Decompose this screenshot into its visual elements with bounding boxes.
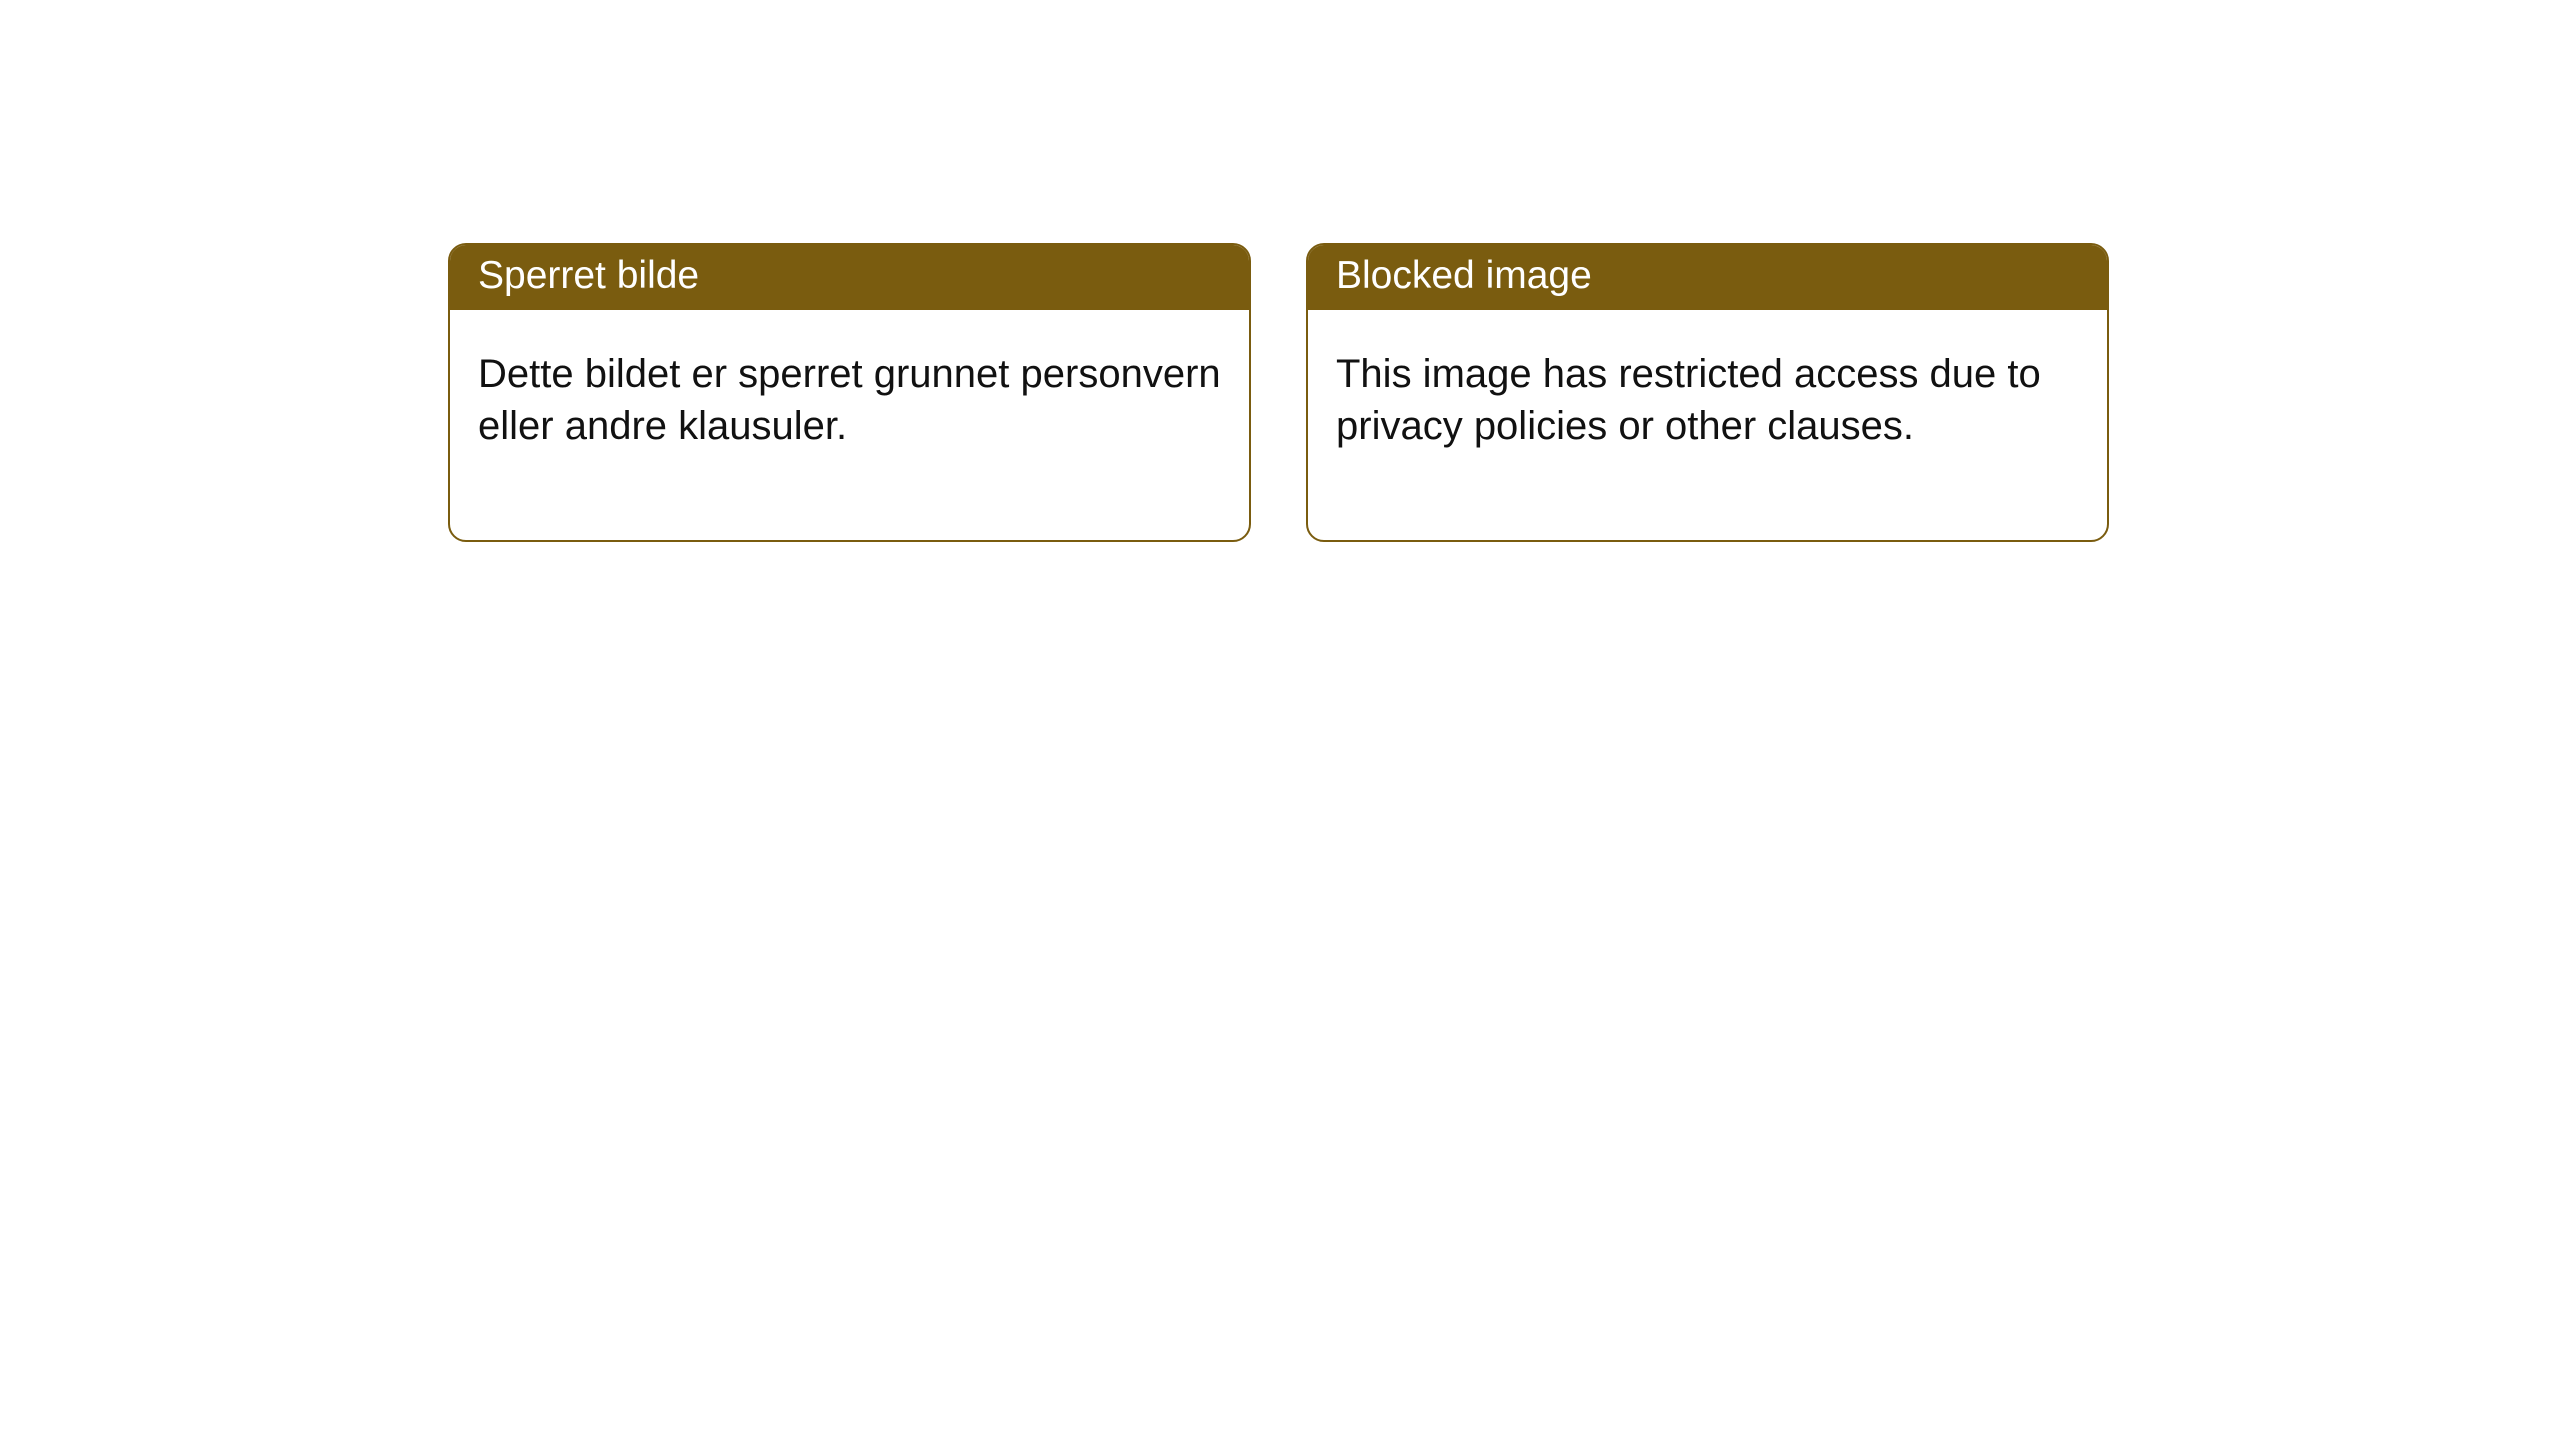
notice-header: Sperret bilde bbox=[450, 245, 1249, 310]
notice-body: Dette bildet er sperret grunnet personve… bbox=[450, 310, 1249, 540]
notice-card-english: Blocked image This image has restricted … bbox=[1306, 243, 2109, 542]
notice-card-norwegian: Sperret bilde Dette bildet er sperret gr… bbox=[448, 243, 1251, 542]
notice-header: Blocked image bbox=[1308, 245, 2107, 310]
notice-body: This image has restricted access due to … bbox=[1308, 310, 2107, 540]
notice-container: Sperret bilde Dette bildet er sperret gr… bbox=[0, 0, 2560, 542]
